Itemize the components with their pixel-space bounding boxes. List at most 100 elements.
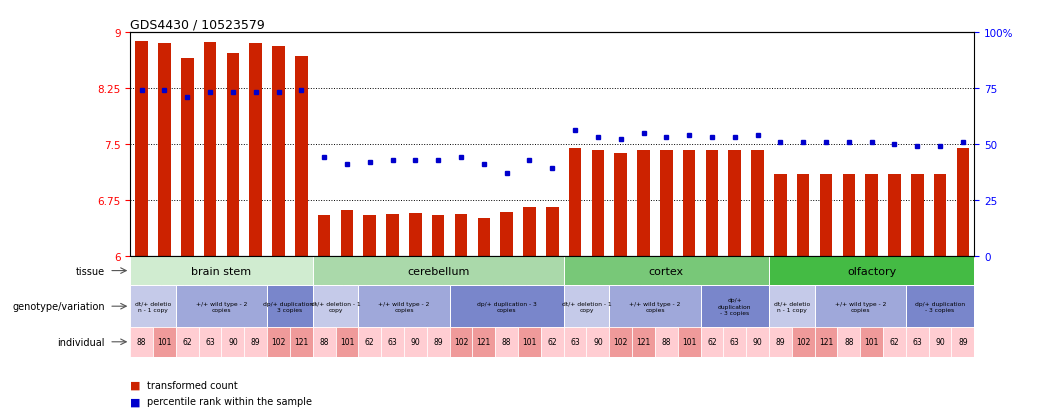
Text: percentile rank within the sample: percentile rank within the sample xyxy=(147,396,312,406)
Bar xyxy=(222,327,244,357)
Bar xyxy=(290,327,313,357)
Text: dp/+ duplication
- 3 copies: dp/+ duplication - 3 copies xyxy=(915,301,965,312)
Bar xyxy=(769,286,815,327)
Bar xyxy=(318,216,330,256)
Bar xyxy=(153,327,176,357)
Bar xyxy=(728,150,741,256)
Text: ■: ■ xyxy=(130,380,141,390)
Bar xyxy=(815,286,905,327)
Text: 101: 101 xyxy=(681,337,696,347)
Bar xyxy=(541,327,564,357)
Bar xyxy=(495,327,518,357)
Bar xyxy=(199,327,222,357)
Text: 88: 88 xyxy=(502,337,512,347)
Text: 102: 102 xyxy=(454,337,468,347)
Bar xyxy=(181,59,194,256)
Text: olfactory: olfactory xyxy=(847,266,896,276)
Text: 101: 101 xyxy=(522,337,537,347)
Text: 102: 102 xyxy=(271,337,286,347)
Bar xyxy=(951,327,974,357)
Text: 63: 63 xyxy=(205,337,215,347)
Text: 101: 101 xyxy=(157,337,172,347)
Text: cortex: cortex xyxy=(649,266,684,276)
Bar xyxy=(381,327,404,357)
Bar xyxy=(610,327,632,357)
Text: +/+ wild type - 2
copies: +/+ wild type - 2 copies xyxy=(629,301,680,312)
Text: 89: 89 xyxy=(433,337,443,347)
Text: 62: 62 xyxy=(182,337,192,347)
Bar xyxy=(313,286,358,327)
Bar xyxy=(341,211,353,256)
Bar xyxy=(472,327,495,357)
Text: 90: 90 xyxy=(411,337,420,347)
Text: 121: 121 xyxy=(819,337,834,347)
Text: 90: 90 xyxy=(935,337,945,347)
Bar xyxy=(295,57,307,256)
Text: individual: individual xyxy=(57,337,105,347)
Text: 101: 101 xyxy=(340,337,354,347)
Bar xyxy=(358,286,449,327)
Text: 90: 90 xyxy=(752,337,763,347)
Text: 63: 63 xyxy=(913,337,922,347)
Bar xyxy=(655,327,677,357)
Text: 62: 62 xyxy=(365,337,374,347)
Text: 89: 89 xyxy=(958,337,968,347)
Text: 89: 89 xyxy=(251,337,260,347)
Text: GDS4430 / 10523579: GDS4430 / 10523579 xyxy=(130,19,265,32)
Bar xyxy=(564,286,610,327)
Text: 90: 90 xyxy=(593,337,602,347)
Bar xyxy=(792,327,815,357)
Text: brain stem: brain stem xyxy=(192,266,251,276)
Text: 90: 90 xyxy=(228,337,238,347)
Bar xyxy=(272,46,284,256)
Bar xyxy=(934,174,946,256)
Bar xyxy=(176,286,267,327)
Text: 102: 102 xyxy=(796,337,811,347)
Bar xyxy=(449,286,564,327)
Text: dp/+
duplication
- 3 copies: dp/+ duplication - 3 copies xyxy=(718,298,751,315)
Text: 88: 88 xyxy=(320,337,329,347)
Bar xyxy=(130,286,176,327)
Bar xyxy=(204,43,217,256)
Bar xyxy=(592,150,604,256)
Bar xyxy=(957,148,969,256)
Text: 121: 121 xyxy=(476,337,491,347)
Bar xyxy=(336,327,358,357)
Text: 121: 121 xyxy=(294,337,308,347)
Bar xyxy=(774,174,787,256)
Bar xyxy=(267,327,290,357)
Bar xyxy=(587,327,610,357)
Text: tissue: tissue xyxy=(76,266,105,276)
Text: +/+ wild type - 2
copies: +/+ wild type - 2 copies xyxy=(835,301,886,312)
Bar xyxy=(432,216,445,256)
Bar xyxy=(615,154,627,256)
Bar xyxy=(660,150,672,256)
Text: 88: 88 xyxy=(662,337,671,347)
Bar xyxy=(518,327,541,357)
Bar xyxy=(404,327,427,357)
Bar xyxy=(313,327,336,357)
Text: 102: 102 xyxy=(614,337,628,347)
Bar xyxy=(500,213,513,256)
Text: 88: 88 xyxy=(137,337,147,347)
Text: 63: 63 xyxy=(570,337,580,347)
Bar xyxy=(427,327,449,357)
Bar xyxy=(358,327,381,357)
Bar xyxy=(888,174,900,256)
Text: transformed count: transformed count xyxy=(147,380,238,390)
Bar xyxy=(158,44,171,256)
Bar xyxy=(723,327,746,357)
Text: 121: 121 xyxy=(637,337,650,347)
Bar xyxy=(449,327,472,357)
Bar xyxy=(928,327,951,357)
Bar xyxy=(820,174,833,256)
Bar xyxy=(176,327,199,357)
Bar xyxy=(610,286,700,327)
Text: 101: 101 xyxy=(865,337,878,347)
Text: ■: ■ xyxy=(130,396,141,406)
Bar xyxy=(815,327,838,357)
Bar xyxy=(700,286,769,327)
Bar xyxy=(905,286,974,327)
Bar xyxy=(244,327,267,357)
Text: 62: 62 xyxy=(890,337,899,347)
